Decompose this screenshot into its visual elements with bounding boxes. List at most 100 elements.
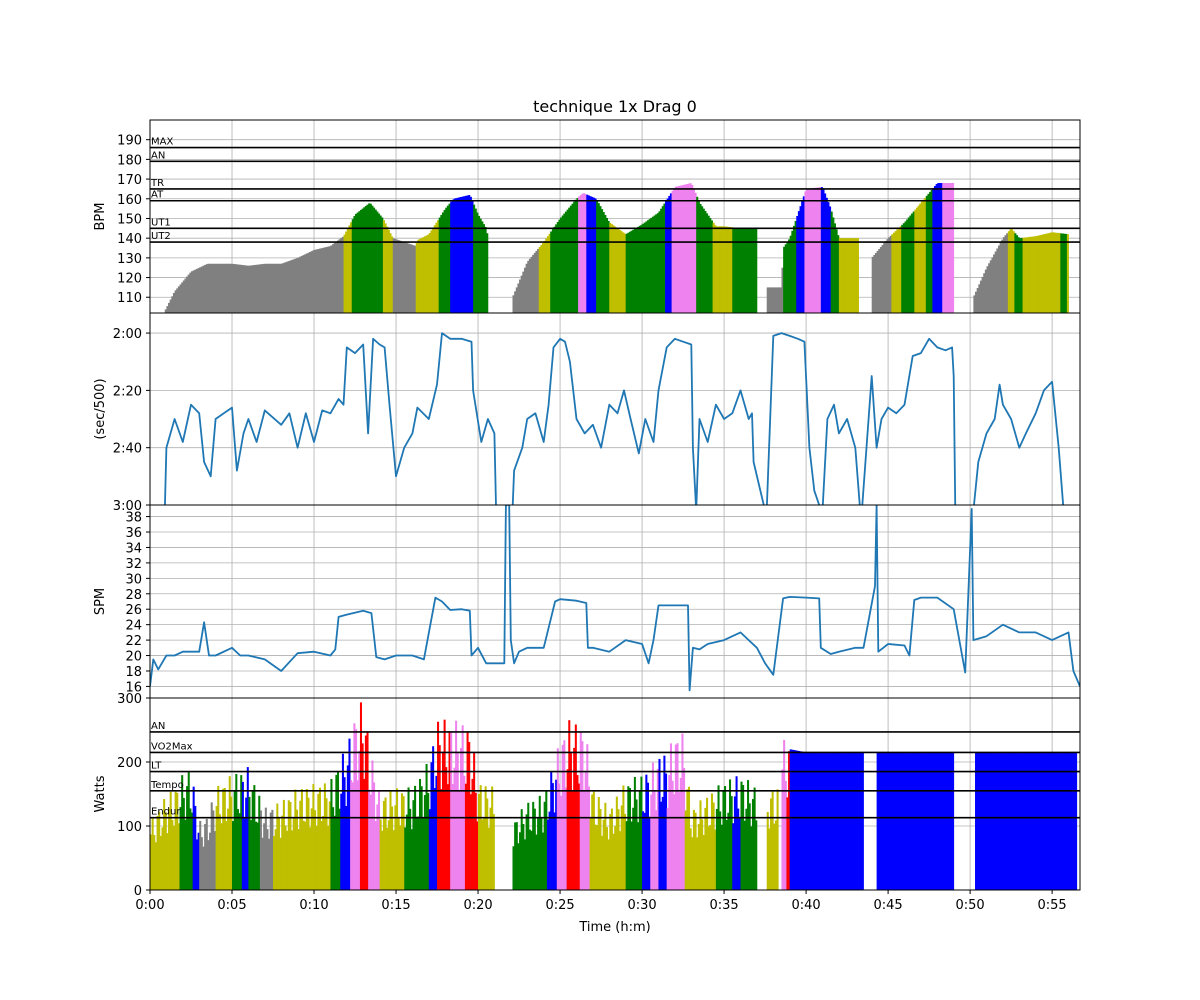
watts-bar [489,807,492,890]
hr-bar [538,247,541,313]
hr-bar [988,263,991,313]
hr-bar [669,193,672,313]
watts-bar [1020,752,1023,890]
watts-bar [679,777,682,890]
watts-bar [478,793,481,890]
watts-bar [1017,752,1020,890]
hr-bar [719,226,722,313]
hr-bar [774,287,777,313]
watts-bar [988,752,991,890]
watts-bar [753,787,756,890]
hr-bar [614,226,617,313]
watts-bar [348,738,351,890]
hr-bar [299,256,302,313]
hr-bar [907,217,910,313]
hr-bar [464,195,467,313]
hr-bar [566,209,569,313]
hr-bar [560,217,563,313]
watts-bar [1037,752,1040,890]
watts-bar [543,801,546,890]
watts-bar [171,819,174,890]
hr-bar [620,231,623,313]
watts-bar [578,783,581,890]
hr-bar [594,198,597,313]
watts-bar [720,824,723,890]
watts-bar [238,813,241,890]
hr-bar [1001,239,1004,313]
hr-bar [663,203,666,313]
watts-bar [612,833,615,890]
hr-bar [635,227,638,313]
hr-bar [204,264,207,313]
watts-bar [564,787,568,890]
hr-bar [747,228,750,313]
watts-bar [343,777,346,890]
watts-bar [176,792,179,890]
watts-bar [423,795,426,890]
hr-bar [404,242,407,313]
watts-bar [686,789,689,890]
watts-bar [920,752,923,890]
hr-bar [512,295,515,313]
hr-bar [569,205,572,313]
watts-bar [1032,752,1035,890]
chart-panels: MAXANTRATUT1UT21101201301401501601701801… [93,119,1081,913]
watts-bar [266,829,269,890]
watts-bar [1011,752,1014,890]
watts-bar [563,740,566,890]
watts-bar [446,784,449,890]
watts-bar [704,807,707,890]
watts-bar [282,799,285,890]
watts-bar [635,799,638,890]
watts-bar [284,825,287,890]
hr-bar [999,242,1002,313]
watts-bar [530,830,533,890]
watts-bar [209,832,212,890]
watts-bar [268,838,271,890]
pace-y-axis-label: (sec/500) [93,378,108,439]
watts-bar [440,789,443,890]
hr-bar [610,224,613,313]
hr-bar [386,226,389,313]
watts-bar [784,780,787,890]
hr-bar [827,202,830,313]
watts-bar [235,774,238,890]
x-tick-label: 0:50 [956,898,985,913]
watts-bar [619,831,622,890]
watts-bar [750,826,753,890]
watts-bar [407,787,410,890]
watts-bar [576,775,579,890]
hr-bar [266,263,269,313]
watts-bar [264,807,267,890]
watts-bar [332,807,335,890]
watts-bar [151,817,154,890]
watts-bar [336,771,340,890]
hr-bar [312,250,315,313]
hr-bar [481,221,484,313]
zone-label: Tempo [150,780,184,791]
hr-bar [405,242,408,313]
plot-area-watts [150,702,1078,890]
hr-bar [368,203,371,313]
hr-bar [455,198,458,313]
hr-bar [625,233,628,313]
hr-bar [637,226,640,313]
watts-bar [310,808,313,890]
watts-bar [333,815,336,890]
watts-bar [1014,752,1017,890]
hr-bar [458,197,461,313]
hr-bar [1030,236,1033,313]
hr-bar [422,237,425,313]
hr-bar [202,265,205,313]
watts-bar [1007,752,1010,890]
hr-bar [789,235,792,313]
spm-series-line [150,505,1080,692]
watts-bar [289,802,292,890]
hr-bar [553,226,556,313]
watts-bar [487,827,490,890]
watts-bar [855,752,858,890]
hr-bar [679,185,682,313]
hr-bar [893,232,896,313]
hr-bar [273,263,276,313]
watts-bar [473,753,476,890]
